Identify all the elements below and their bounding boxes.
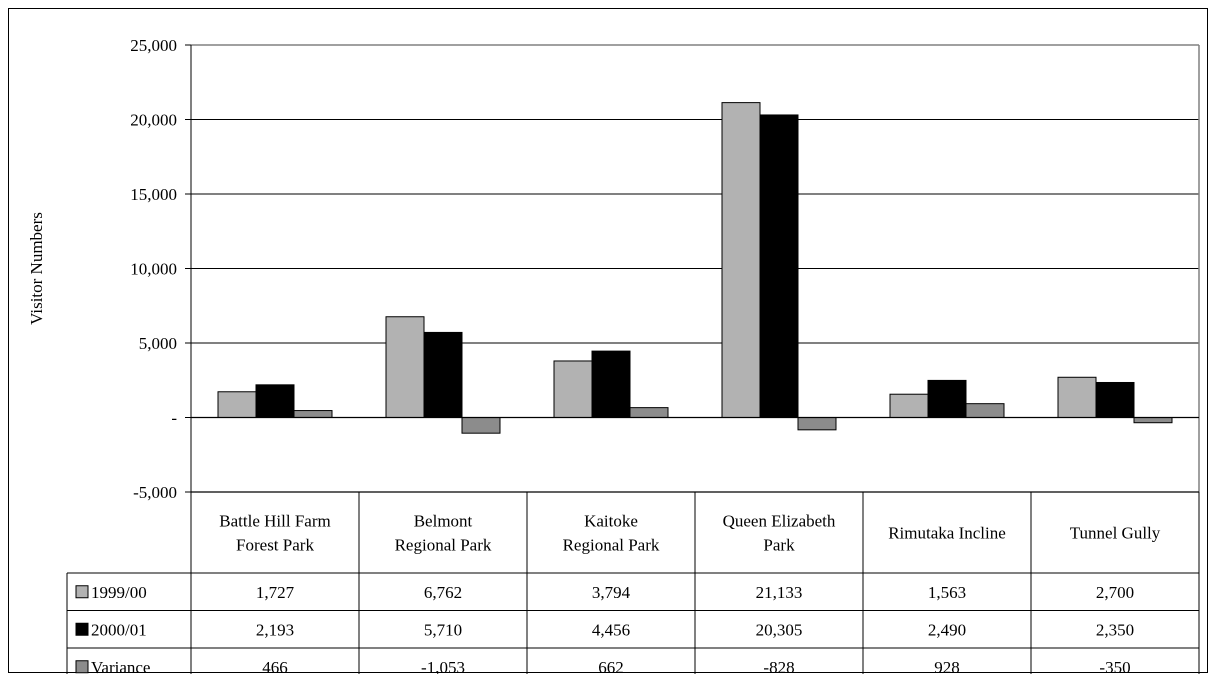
data-table-value: 928 (934, 658, 960, 674)
data-table-value: 21,133 (756, 583, 803, 602)
category-label: Kaitoke (584, 512, 638, 531)
bar (965, 403, 1005, 418)
data-table-value: 662 (598, 658, 624, 674)
legend-swatch (75, 660, 89, 674)
bar (759, 114, 799, 418)
data-table-value: 2,490 (928, 620, 966, 639)
bar (293, 410, 333, 419)
data-table-value: 2,700 (1096, 583, 1134, 602)
data-table-value: -1,053 (421, 658, 465, 674)
bar (721, 102, 761, 419)
bar (255, 384, 295, 419)
category-label: Belmont (414, 512, 473, 531)
data-table-value: 6,762 (424, 583, 462, 602)
legend-label: Variance (91, 658, 150, 674)
bar (629, 407, 669, 418)
data-table-value: 1,563 (928, 583, 966, 602)
y-tick-label: 15,000 (130, 185, 177, 204)
legend-swatch (75, 622, 89, 636)
legend-label: 2000/01 (91, 620, 147, 639)
legend-label: 1999/00 (91, 583, 147, 602)
data-table-value: 2,193 (256, 620, 294, 639)
category-label: Regional Park (395, 536, 492, 555)
bar (889, 393, 929, 419)
bar (591, 350, 631, 418)
y-tick-label: 20,000 (130, 111, 177, 130)
category-label: Battle Hill Farm (219, 512, 330, 531)
bar (217, 391, 257, 418)
bar (927, 379, 967, 418)
data-table-value: 1,727 (256, 583, 295, 602)
y-tick-label: -5,000 (133, 483, 177, 502)
data-table-value: 2,350 (1096, 620, 1134, 639)
y-tick-label: 25,000 (130, 36, 177, 55)
category-label: Rimutaka Incline (888, 524, 1006, 543)
bar (1057, 376, 1097, 418)
bar (1095, 381, 1135, 418)
category-label: Forest Park (236, 536, 314, 555)
category-label: Queen Elizabeth (723, 512, 836, 531)
y-tick-label: - (171, 409, 177, 428)
bar (385, 316, 425, 418)
y-axis-title: Visitor Numbers (27, 212, 46, 325)
bar (461, 417, 501, 434)
chart-frame: 25,000 20,000 15,000 10,000 5,000 - -5,000 Visi… (8, 8, 1208, 674)
category-label: Tunnel Gully (1070, 524, 1161, 543)
y-tick-label: 5,000 (139, 334, 177, 353)
bar (1133, 417, 1173, 424)
category-label: Regional Park (563, 536, 660, 555)
y-tick-label: 10,000 (130, 260, 177, 279)
bar (553, 360, 593, 418)
data-table-value: 20,305 (756, 620, 803, 639)
data-table-value: -350 (1099, 658, 1130, 674)
data-table-value: 5,710 (424, 620, 462, 639)
bar (423, 331, 463, 418)
data-table-value: -828 (763, 658, 794, 674)
chart-svg: 25,000 20,000 15,000 10,000 5,000 - -5,000 Visi… (27, 36, 1200, 674)
data-table-value: 466 (262, 658, 288, 674)
data-table-value: 4,456 (592, 620, 630, 639)
category-label: Park (763, 536, 795, 555)
legend-swatch (75, 585, 89, 599)
bar (797, 417, 837, 431)
data-table-value: 3,794 (592, 583, 631, 602)
